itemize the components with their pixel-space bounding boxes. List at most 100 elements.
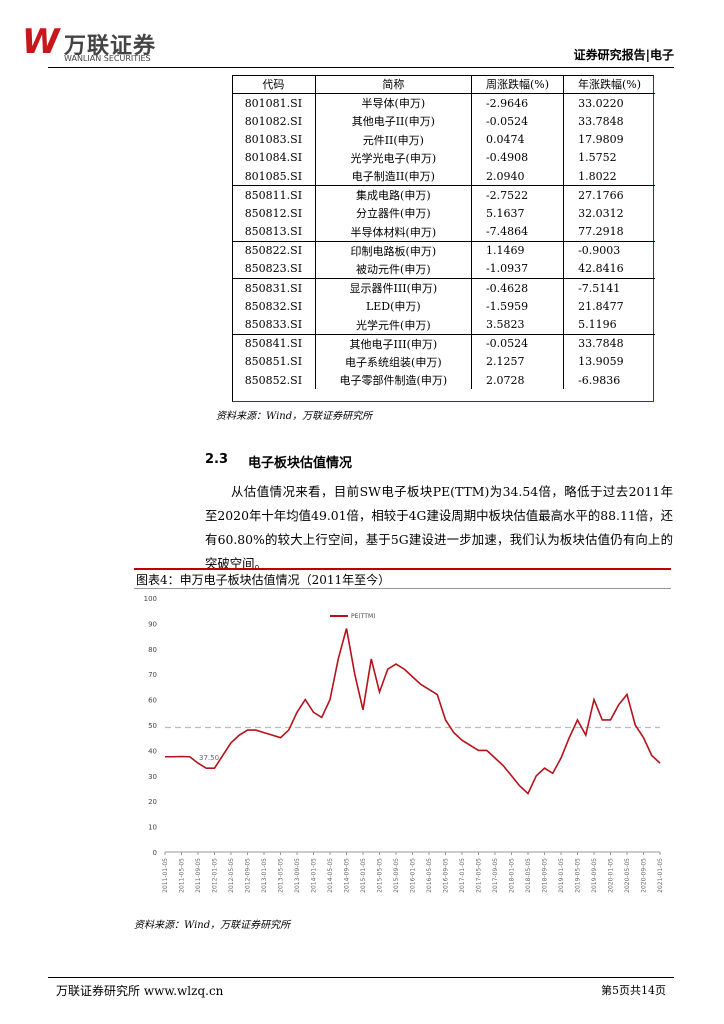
column-header: 年涨跌幅(%) (563, 75, 655, 95)
table-row: 850813.SI 半导体材料(申万) -7.4864 77.2918 (232, 222, 655, 242)
x-tick-label: 2012-09-05 (245, 858, 252, 893)
y-tick-label: 30 (148, 773, 157, 781)
table-cell: 被动元件(申万) (314, 259, 472, 280)
table: 代码 简称 周涨跌幅(%) 年涨跌幅(%) 801081.SI 半导体(申万) -2.964… (232, 75, 655, 390)
table-row: 801081.SI 半导体(申万) -2.9646 33.0220 (232, 93, 655, 113)
table-row: 850812.SI 分立器件(申万) 5.1637 32.0312 (232, 204, 655, 223)
table-cell: 850833.SI (232, 315, 316, 335)
x-tick-label: 2016-01-05 (410, 858, 417, 893)
x-tick-label: 2020-01-05 (608, 858, 615, 893)
y-tick-label: 90 (148, 620, 157, 628)
x-tick-label: 2013-09-05 (294, 858, 301, 893)
figure-rule (134, 568, 671, 570)
x-tick-label: 2011-05-05 (179, 858, 186, 893)
legend-label: PE(TTM) (351, 613, 376, 620)
x-tick-label: 2018-09-05 (542, 858, 549, 893)
table-cell: 2.0728 (470, 371, 564, 390)
x-tick-label: 2011-09-05 (195, 858, 202, 893)
table-cell: 850823.SI (232, 259, 316, 280)
x-tick-label: 2013-05-05 (278, 858, 285, 893)
x-tick-label: 2019-09-05 (591, 858, 598, 893)
logo-en: WANLIAN SECURITIES (64, 54, 151, 63)
x-tick-label: 2017-09-05 (492, 858, 499, 893)
footer-left: 万联证券研究所 www.wlzq.cn (56, 984, 224, 998)
column-header: 周涨跌幅(%) (470, 75, 564, 95)
table-cell: -0.4628 (470, 278, 564, 298)
table-cell: 分立器件(申万) (314, 204, 472, 223)
table-cell: 5.1196 (563, 315, 655, 335)
y-tick-label: 100 (144, 595, 157, 603)
x-tick-label: 2016-05-05 (426, 858, 433, 893)
table-cell: 850841.SI (244, 337, 303, 351)
y-tick-label: 0 (153, 849, 157, 857)
x-tick-label: 2019-05-05 (575, 858, 582, 893)
table-cell: 半导体(申万) (314, 93, 472, 113)
table-cell: 光学光电子(申万) (314, 148, 472, 167)
header-rule (48, 67, 674, 68)
x-tick-label: 2017-01-05 (459, 858, 466, 893)
x-tick-label: 2014-05-05 (327, 858, 334, 893)
x-tick-label: 2018-05-05 (525, 858, 532, 893)
table-cell: 其他电子II(申万) (314, 112, 472, 131)
annotation: 37.50 (199, 754, 219, 762)
table-cell: -1.5959 (470, 297, 564, 316)
table-cell: 850822.SI (244, 244, 303, 258)
table-cell: 850811.SI (244, 188, 303, 202)
table-row: 850851.SI 电子系统组装(申万) 2.1257 13.9059 (232, 352, 655, 371)
table-cell: 电子零部件制造(申万) (314, 371, 472, 390)
table-cell: 电子制造II(申万) (314, 166, 472, 187)
table-cell: -2.7522 (470, 185, 564, 205)
table-row: 850833.SI 光学元件(申万) 3.5823 5.1196 (232, 315, 655, 335)
table-cell: 801081.SI (244, 96, 303, 110)
x-tick-label: 2016-09-05 (443, 858, 450, 893)
table-cell: 42.8416 (563, 259, 655, 280)
table-cell: 17.9809 (563, 130, 655, 149)
table-row: 850852.SI 电子零部件制造(申万) 2.0728 -6.9836 (232, 371, 655, 390)
x-tick-label: 2020-05-05 (624, 858, 631, 893)
table-cell: 21.8477 (563, 297, 655, 316)
table-cell: 集成电路(申万) (314, 185, 472, 205)
table-cell: 850852.SI (244, 373, 303, 387)
table-row: 801083.SI 元件II(申万) 0.0474 17.9809 (232, 130, 655, 149)
table-row: 850831.SI 显示器件III(申万) -0.4628 -7.5141 (232, 278, 655, 298)
column-header: 代码 (232, 75, 316, 95)
table-cell: -0.0524 (470, 112, 564, 131)
table-cell: -2.9646 (470, 93, 564, 113)
y-tick-label: 70 (148, 671, 157, 679)
table-row: 801082.SI 其他电子II(申万) -0.0524 33.7848 (232, 112, 655, 131)
x-tick-label: 2015-05-05 (377, 858, 384, 893)
table-cell: 5.1637 (470, 204, 564, 223)
table-cell: 2.0940 (470, 166, 564, 187)
table-cell: 801083.SI (244, 133, 303, 147)
table-cell: -7.4864 (470, 222, 564, 242)
table-cell: 1.1469 (470, 241, 564, 260)
table-cell: 3.5823 (470, 315, 564, 335)
x-tick-label: 2021-01-05 (657, 858, 664, 893)
table-cell: 801085.SI (232, 166, 316, 187)
table-cell: 850831.SI (244, 281, 303, 295)
table-cell: 2.1257 (470, 352, 564, 371)
table-cell: 850813.SI (232, 222, 316, 242)
x-tick-label: 2014-09-05 (344, 858, 351, 893)
table-source: 资料来源：Wind，万联证券研究所 (216, 411, 373, 422)
table-cell: -6.9836 (563, 371, 655, 390)
x-tick-label: 2020-09-05 (641, 858, 648, 893)
table-row: 850832.SI LED(申万) -1.5959 21.8477 (232, 297, 655, 316)
table-cell: 33.0220 (563, 93, 655, 113)
logo-cn: 万联证券 (64, 34, 157, 59)
table-cell: 1.8022 (563, 166, 655, 187)
table-cell: 27.1766 (563, 185, 655, 205)
table-cell: 其他电子III(申万) (314, 334, 472, 353)
table-cell: 1.5752 (563, 148, 655, 167)
section-number: 2.3 (205, 452, 229, 467)
table-cell: 13.9059 (563, 352, 655, 371)
table-cell: -1.0937 (470, 259, 564, 280)
table-cell: 显示器件III(申万) (314, 278, 472, 298)
table-row: 850822.SI 印制电路板(申万) 1.1469 -0.9003 (232, 241, 655, 260)
x-tick-label: 2014-01-05 (311, 858, 318, 893)
table-cell: 850851.SI (244, 355, 303, 369)
table-cell: -0.0524 (470, 334, 564, 353)
series-line (165, 628, 661, 795)
table-cell: 元件II(申万) (314, 130, 472, 149)
